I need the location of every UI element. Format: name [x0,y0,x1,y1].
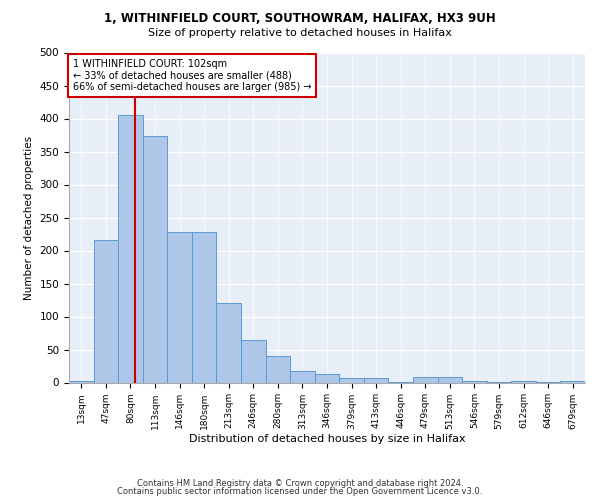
Bar [339,378,364,382]
Bar [266,356,290,382]
Bar [94,240,118,382]
Bar [511,380,536,382]
Bar [290,370,315,382]
Bar [167,232,192,382]
Text: Size of property relative to detached houses in Halifax: Size of property relative to detached ho… [148,28,452,38]
Bar [217,304,241,382]
Bar [560,380,585,382]
Bar [437,377,462,382]
Bar [315,374,339,382]
Bar [192,232,217,382]
Y-axis label: Number of detached properties: Number of detached properties [24,136,34,300]
Text: 1, WITHINFIELD COURT, SOUTHOWRAM, HALIFAX, HX3 9UH: 1, WITHINFIELD COURT, SOUTHOWRAM, HALIFA… [104,12,496,26]
Bar [241,340,266,382]
Bar [462,380,487,382]
Bar [143,136,167,382]
X-axis label: Distribution of detached houses by size in Halifax: Distribution of detached houses by size … [188,434,466,444]
Bar [118,115,143,382]
Bar [69,380,94,382]
Bar [364,378,388,382]
Bar [413,377,437,382]
Text: Contains HM Land Registry data © Crown copyright and database right 2024.: Contains HM Land Registry data © Crown c… [137,478,463,488]
Text: 1 WITHINFIELD COURT: 102sqm
← 33% of detached houses are smaller (488)
66% of se: 1 WITHINFIELD COURT: 102sqm ← 33% of det… [73,59,311,92]
Text: Contains public sector information licensed under the Open Government Licence v3: Contains public sector information licen… [118,487,482,496]
